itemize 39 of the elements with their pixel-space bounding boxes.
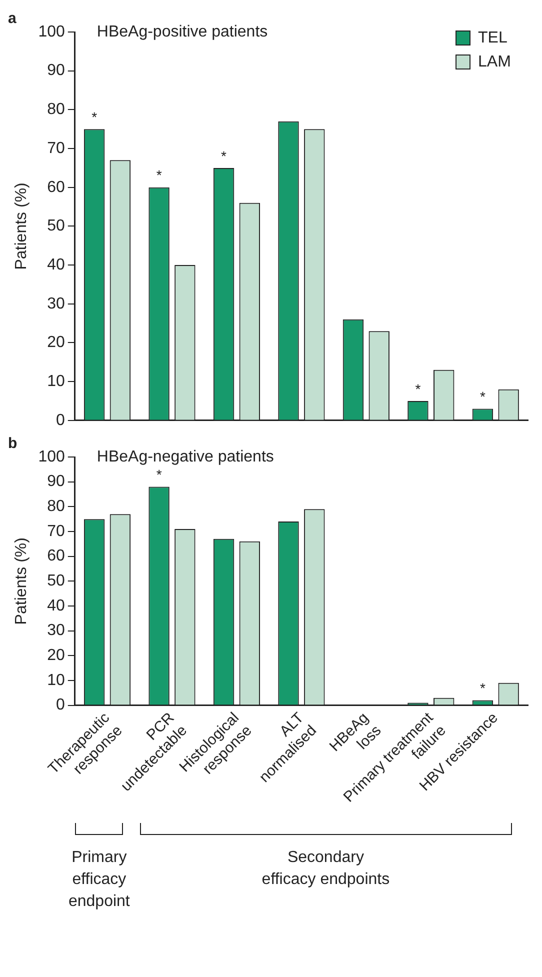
y-axis-title: Patients (%): [13, 182, 30, 270]
y-tick-label: 80: [47, 101, 65, 118]
y-tick-label: 0: [56, 696, 65, 714]
y-tick-label: 100: [38, 23, 65, 40]
y-tick-label: 90: [47, 62, 65, 80]
y-tick-label: 30: [47, 622, 65, 640]
y-tick-label: 40: [47, 597, 65, 614]
y-tick-label: 10: [47, 672, 65, 689]
y-tick-label: 40: [47, 256, 65, 274]
chart-subtitle: HBeAg-positive patients: [96, 23, 268, 40]
annotation: *: [92, 108, 98, 125]
y-tick-label: 10: [47, 372, 65, 390]
y-tick-label: 100: [38, 448, 65, 466]
y-tick-label: 60: [47, 178, 65, 196]
legend-label: TEL: [478, 29, 508, 46]
y-tick-label: 60: [47, 548, 65, 565]
annotation: *: [221, 148, 228, 164]
annotation: *: [480, 680, 486, 696]
y-tick-label: 70: [47, 140, 65, 157]
y-tick-label: 20: [47, 334, 65, 352]
y-tick-label: 90: [47, 473, 65, 490]
chart-title: a: [8, 10, 17, 28]
y-axis-title: Patients (%): [13, 538, 30, 625]
legend-label: LAM: [478, 53, 511, 70]
annotation: *: [156, 167, 162, 184]
y-tick-label: 0: [56, 412, 65, 429]
y-tick-label: 70: [47, 522, 65, 540]
text: Secondary efficacy endpoints: [262, 849, 390, 888]
text: Primary efficacy endpoint: [67, 848, 131, 912]
chart-title: b: [8, 435, 18, 452]
annotation: *: [415, 380, 422, 397]
y-tick-label: 50: [47, 572, 65, 590]
chart-subtitle: HBeAg-negative patients: [96, 448, 274, 466]
y-tick-label: 30: [47, 295, 65, 312]
y-tick-label: 20: [47, 647, 65, 664]
annotation: *: [156, 466, 162, 483]
y-tick-label: 50: [47, 218, 65, 235]
y-tick-label: 80: [47, 498, 65, 516]
annotation: *: [480, 388, 486, 405]
